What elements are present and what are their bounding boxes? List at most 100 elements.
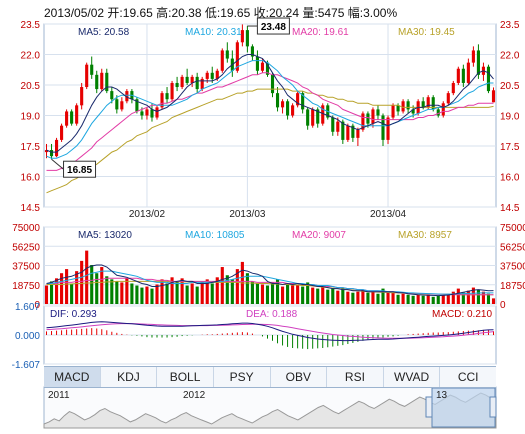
price-ma20-line: [46, 72, 494, 171]
date-tick-label: 2013/03: [229, 209, 266, 220]
volume-tick-label-left: 37500: [12, 262, 40, 273]
volume-bar: [446, 293, 450, 304]
volume-bar: [175, 281, 179, 304]
candle-body: [401, 101, 405, 112]
price-tick-label-left: 16.0: [21, 173, 41, 184]
volume-bar: [366, 292, 370, 304]
volume-bar: [401, 293, 405, 304]
volume-bar: [155, 284, 159, 304]
overview-year-label: 2011: [48, 390, 70, 401]
candle-body: [441, 103, 445, 116]
price-tick-label-right: 14.5: [500, 203, 520, 214]
volume-bar: [180, 278, 184, 304]
candle-body: [180, 76, 184, 88]
candle-body: [125, 91, 129, 102]
candle-body: [361, 113, 365, 130]
candle-body: [80, 87, 84, 106]
volume-bar: [275, 279, 280, 304]
volume-ma-legend: MA30: 8957: [398, 230, 452, 241]
candle-body: [336, 121, 340, 132]
tab-macd[interactable]: MACD: [44, 367, 101, 387]
volume-bar: [210, 283, 214, 304]
volume-bar: [105, 276, 109, 304]
volume-bar: [100, 267, 104, 304]
candle-body: [341, 121, 345, 140]
high-value: 20.38: [171, 6, 202, 20]
candle-body: [135, 99, 139, 112]
tab-kdj[interactable]: KDJ: [101, 367, 158, 387]
volume-bar: [406, 294, 410, 304]
price-ma-legend: MA5: 20.58: [78, 27, 130, 38]
candle-body: [145, 109, 149, 116]
overview-year-label: 13: [436, 390, 448, 401]
candle-body: [225, 50, 229, 59]
volume-bar: [436, 295, 440, 304]
volume-bar: [491, 298, 496, 304]
volume-bar: [286, 283, 290, 304]
candle-body: [436, 109, 440, 116]
volume-bar: [311, 287, 315, 304]
price-tick-label-right: 20.5: [500, 81, 520, 92]
volume-bar: [336, 290, 340, 304]
candle-body: [245, 30, 249, 47]
dif-line: [46, 321, 494, 342]
candle-body: [75, 105, 79, 124]
volume-bar: [391, 292, 395, 304]
candle-body: [446, 93, 450, 104]
volume-bar: [85, 250, 89, 304]
volume-bar: [110, 279, 114, 304]
macd-tick-label: 0.000: [15, 331, 40, 342]
candle-body: [260, 62, 265, 71]
volume-bar: [160, 279, 164, 304]
price-tick-label-right: 17.5: [500, 142, 520, 153]
overview-year-label: 2012: [183, 390, 206, 401]
candle-body: [351, 125, 355, 138]
candle-body: [411, 109, 415, 114]
tab-cci[interactable]: CCI: [457, 370, 479, 384]
volume-bar: [386, 291, 390, 304]
candle-body: [311, 109, 315, 126]
dea-line: [46, 323, 494, 339]
date-tick-label: 2013/04: [370, 209, 407, 220]
volume-bar: [250, 281, 254, 304]
overview-handle-right: [489, 396, 497, 418]
low-label: 低: [204, 6, 217, 20]
volume-bar: [461, 292, 465, 304]
tab-obv[interactable]: OBV: [271, 367, 328, 387]
candle-body: [301, 93, 305, 110]
change-label: 幅: [347, 6, 360, 20]
volume-bar: [296, 284, 300, 304]
volume-bar: [140, 287, 144, 304]
volume-bar: [65, 269, 69, 304]
volume-bar: [431, 296, 435, 304]
candle-body: [115, 99, 119, 110]
annotation-label: 23.48: [261, 22, 286, 33]
tab-psy[interactable]: PSY: [214, 367, 271, 387]
annotation-leader: [51, 158, 64, 170]
volume-bar: [220, 267, 224, 304]
candle-body: [195, 76, 199, 90]
volume-bar: [416, 294, 420, 304]
price-tick-label-left: 22.0: [21, 51, 41, 62]
volume-bar: [170, 277, 174, 304]
candle-body: [105, 72, 109, 92]
candle-body: [250, 46, 254, 57]
candle-body: [165, 93, 169, 100]
candle-body: [406, 101, 410, 110]
volume-bar: [75, 271, 79, 304]
volume-tick-label-left: 56250: [12, 242, 40, 253]
volume-bar: [80, 260, 84, 304]
tab-rsi[interactable]: RSI: [327, 367, 384, 387]
close-label: 收: [253, 6, 266, 20]
tab-boll[interactable]: BOLL: [157, 367, 214, 387]
candle-body: [275, 93, 280, 108]
candle-body: [376, 109, 380, 116]
tab-wvad[interactable]: WVAD: [384, 367, 441, 387]
volume-bar: [326, 289, 330, 304]
macd-legend: MACD: 0.210: [432, 309, 492, 320]
candle-body: [466, 62, 470, 83]
candle-body: [456, 68, 460, 83]
price-tick-label-left: 20.5: [21, 81, 41, 92]
volume-bar: [321, 286, 325, 304]
